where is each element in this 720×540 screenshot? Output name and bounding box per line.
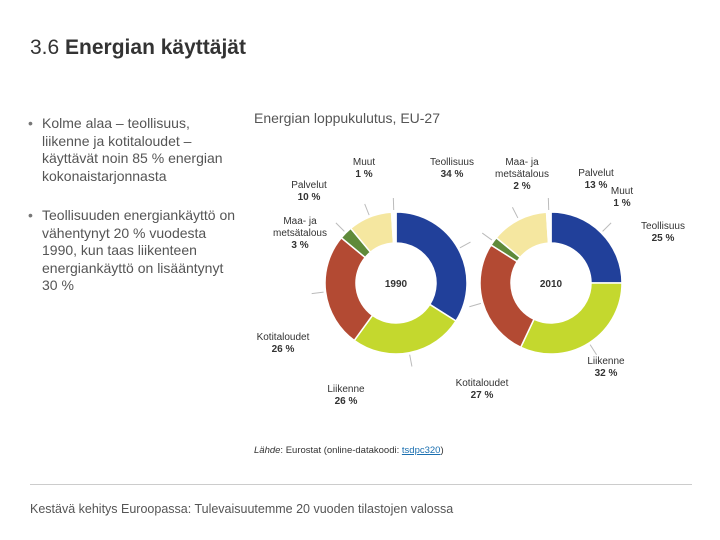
slice-label-1990-teollisuus: Teollisuus 34 % <box>430 157 474 180</box>
slice-label-1990-liikenne: Liikenne 26 % <box>327 384 365 407</box>
leader-line-2010-palvelut <box>511 207 519 219</box>
source-note: Lähde: Eurostat (online-datakoodi: tsdpc… <box>254 445 444 456</box>
slice-label-2010-muut: Muut 1 % <box>611 186 633 209</box>
slice-1990-muut <box>390 211 397 244</box>
slice-label-1990-muut: Muut 1 % <box>353 157 375 180</box>
source-suffix: ) <box>440 445 444 456</box>
chart-year-2010: 2010 <box>540 279 563 290</box>
leader-line-1990-liikenne <box>409 354 413 367</box>
footer-text: Kestävä kehitys Euroopassa: Tulevaisuute… <box>30 502 454 516</box>
slice-label-1990-palvelut: Palvelut 10 % <box>291 180 327 203</box>
leader-line-1990-maa-ja-mets-talous <box>335 222 345 232</box>
slice-2010-teollisuus <box>550 211 623 284</box>
slice-2010-kotitaloudet <box>479 243 535 349</box>
slice-label-2010-teollisuus: Teollisuus 25 % <box>641 221 685 244</box>
chart-year-1990: 1990 <box>385 279 408 290</box>
slice-label-2010-maa-ja-mets-talous: Maa- ja metsätalous 2 % <box>495 157 549 192</box>
chart-title: Energian loppukulutus, EU-27 <box>254 110 441 126</box>
slice-2010-liikenne <box>519 282 623 355</box>
slice-label-2010-liikenne: Liikenne 32 % <box>587 356 625 379</box>
slice-label-1990-kotitaloudet: Kotitaloudet 26 % <box>257 332 310 355</box>
slice-label-1990-maa-ja-mets-talous: Maa- ja metsätalous 3 % <box>273 216 327 251</box>
leader-line-1990-teollisuus <box>459 241 471 249</box>
source-prefix: Lähde <box>254 445 281 456</box>
source-link[interactable]: tsdpc320 <box>401 445 441 456</box>
leader-line-1990-kotitaloudet <box>311 291 324 295</box>
leader-line-1990-palvelut <box>364 203 370 216</box>
slice-label-2010-palvelut: Palvelut 13 % <box>578 168 614 191</box>
leader-line-2010-liikenne <box>589 344 597 356</box>
leader-line-2010-maa-ja-mets-talous <box>481 232 493 241</box>
slide-title-text: Energian käyttäjät <box>65 36 246 59</box>
bullet-item: Teollisuuden energiankäyttö on vähentyny… <box>28 207 238 295</box>
slice-label-2010-kotitaloudet: Kotitaloudet 27 % <box>456 378 509 401</box>
leader-line-2010-teollisuus <box>602 222 612 232</box>
source-text: : Eurostat (online-datakoodi: <box>280 445 402 456</box>
leader-line-2010-kotitaloudet <box>469 302 482 308</box>
slide-title-number: 3.6 <box>30 36 60 59</box>
bullet-list: Kolme alaa – teollisuus, liikenne ja kot… <box>28 115 238 317</box>
slice-2010-muut <box>545 211 552 244</box>
slice-1990-liikenne <box>353 303 457 355</box>
slide-title: 3.6 Energian käyttäjät <box>30 36 246 60</box>
slice-1990-teollisuus <box>395 211 468 323</box>
bullet-item: Kolme alaa – teollisuus, liikenne ja kot… <box>28 115 238 185</box>
footer-divider <box>30 484 692 485</box>
